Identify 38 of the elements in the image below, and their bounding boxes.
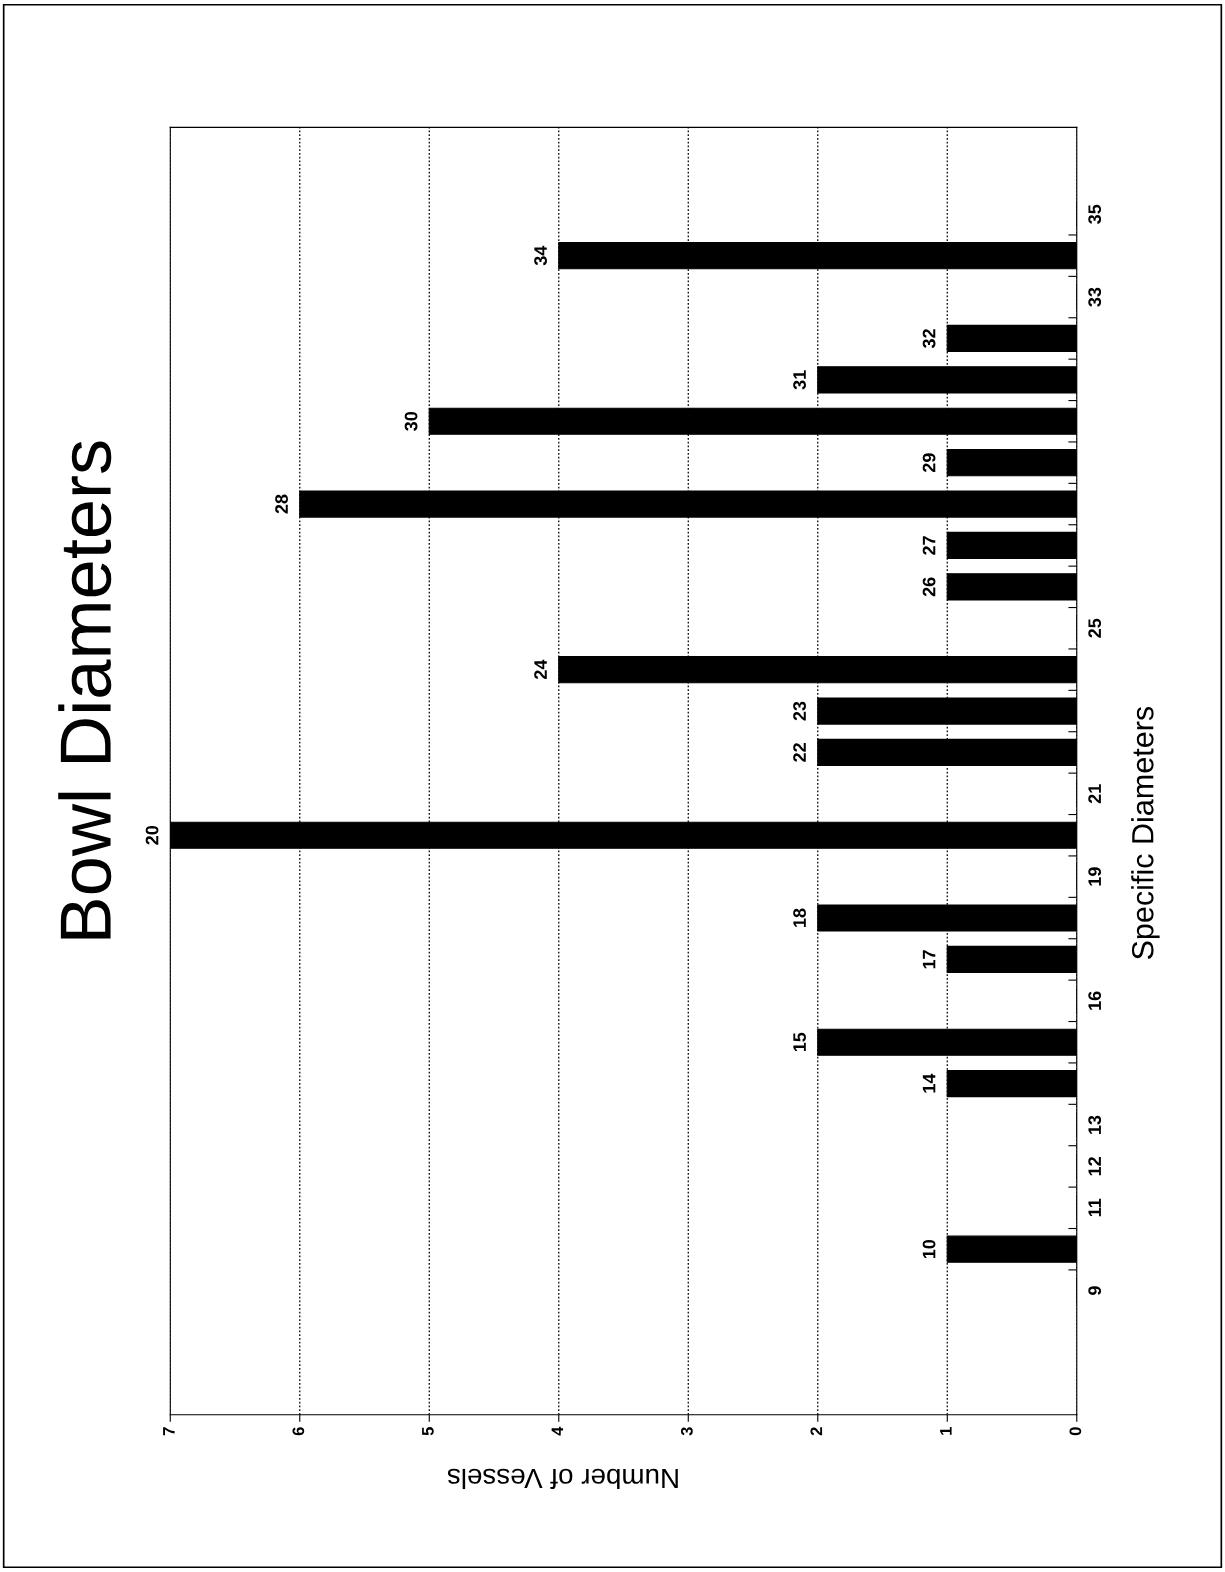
x-tick-label: 5 (422, 1427, 434, 1436)
y-tick-label: 26 (922, 577, 936, 597)
y-tick-label: 14 (922, 1073, 936, 1093)
y-tick-label: 9 (1088, 1286, 1102, 1295)
y-tick-label: 15 (793, 1032, 806, 1052)
y-tick-label: 34 (534, 245, 547, 266)
y-tick-label: 29 (922, 453, 936, 473)
y-tick-label: 16 (1088, 991, 1102, 1010)
x-tick-label: 0 (1069, 1427, 1082, 1436)
y-tick-label: 25 (1088, 618, 1102, 638)
x-tick-label: 3 (680, 1427, 693, 1436)
y-tick-label: 31 (793, 370, 806, 390)
y-tick-label: 35 (1088, 204, 1102, 224)
y-tick-label: 24 (534, 659, 547, 680)
y-tick-label: 22 (793, 743, 806, 762)
y-tick-label: 17 (922, 950, 936, 969)
x-tick-label: 6 (292, 1427, 305, 1436)
x-tick-label: 2 (810, 1427, 823, 1436)
y-tick-label: 33 (1088, 287, 1102, 307)
y-tick-label: 30 (404, 411, 418, 431)
text: Bowl Diameters (58, 441, 112, 939)
y-axis-title: Specific Diameters (1131, 706, 1160, 960)
y-tick-label: 11 (1088, 1198, 1101, 1217)
y-tick-label: 10 (922, 1239, 936, 1259)
x-tick-label: 4 (551, 1426, 564, 1436)
y-tick-label: 18 (793, 908, 806, 927)
y-tick-label: 12 (1088, 1157, 1101, 1176)
y-tick-label: 23 (793, 701, 806, 721)
x-tick-label: 1 (940, 1427, 952, 1435)
y-tick-label: 13 (1088, 1115, 1102, 1134)
x-axis-title: Number of Vessels (447, 1468, 678, 1490)
x-tick-label: 7 (163, 1427, 175, 1436)
y-tick-label: 19 (1088, 867, 1102, 886)
y-tick-label: 21 (1088, 784, 1101, 804)
y-tick-label: 20 (145, 825, 159, 845)
y-tick-label: 32 (922, 329, 936, 349)
y-tick-label: 28 (275, 494, 288, 514)
y-tick-label: 27 (922, 536, 936, 555)
